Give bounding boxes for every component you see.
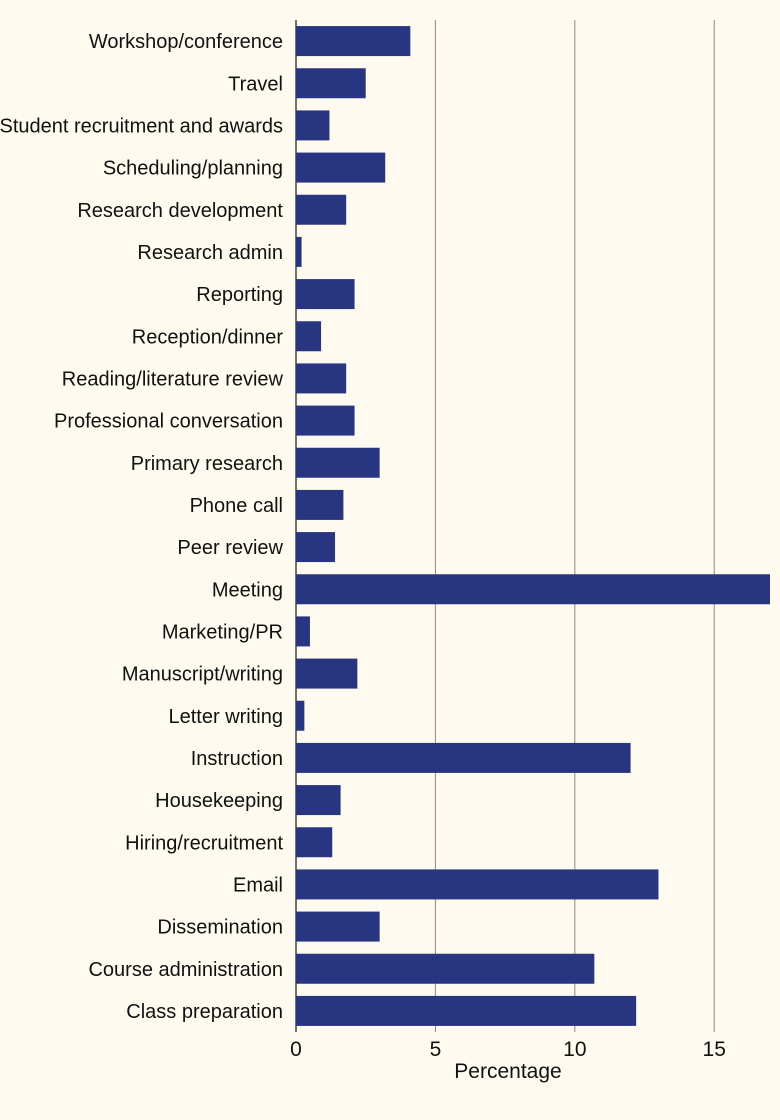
bar — [296, 785, 341, 816]
category-label: Reception/dinner — [132, 326, 284, 348]
bar — [296, 68, 366, 99]
bar — [296, 869, 659, 900]
bar — [296, 152, 386, 183]
category-label: Scheduling/planning — [103, 158, 283, 180]
bar — [296, 911, 380, 942]
category-label: Reading/literature review — [62, 368, 284, 390]
x-tick-label: 5 — [430, 1038, 442, 1061]
bar — [296, 405, 355, 436]
bar — [296, 194, 347, 225]
bar — [296, 363, 347, 394]
category-label: Housekeeping — [155, 790, 283, 812]
category-label: Dissemination — [157, 917, 283, 939]
bar — [296, 574, 770, 605]
category-label: Research admin — [137, 242, 283, 264]
bar — [296, 995, 637, 1026]
category-label: Letter writing — [169, 706, 284, 728]
category-label: Peer review — [177, 537, 283, 559]
bar — [296, 110, 330, 141]
category-labels: Workshop/conference Travel Student recruit… — [0, 31, 284, 1023]
category-label: Student recruitment and awards — [0, 115, 283, 137]
gridlines — [295, 20, 715, 1032]
category-label: Manuscript/writing — [122, 664, 283, 686]
category-label: Email — [233, 874, 283, 896]
category-label: Course administration — [88, 959, 283, 981]
bar — [296, 532, 336, 563]
category-label: Workshop/conference — [89, 31, 283, 53]
bar — [296, 700, 305, 731]
bar — [296, 616, 310, 647]
category-label: Reporting — [196, 284, 283, 306]
bar — [296, 279, 355, 310]
x-tick-label: 10 — [563, 1038, 586, 1061]
x-tick-label: 0 — [290, 1038, 302, 1061]
category-label: Instruction — [191, 748, 283, 770]
bars-group — [296, 26, 770, 1026]
category-label: Hiring/recruitment — [125, 832, 283, 854]
x-tick-label: 15 — [703, 1038, 726, 1061]
bar — [296, 658, 358, 689]
category-label: Professional conversation — [54, 411, 283, 433]
bar — [296, 953, 595, 984]
category-label: Meeting — [212, 579, 283, 601]
x-axis-title: Percentage — [454, 1060, 561, 1083]
bar — [296, 26, 411, 57]
category-label: Primary research — [131, 453, 283, 475]
category-label: Class preparation — [126, 1001, 283, 1023]
category-label: Marketing/PR — [162, 621, 283, 643]
bar — [296, 489, 344, 520]
category-label: Research development — [77, 200, 283, 222]
category-label: Travel — [228, 73, 283, 95]
x-tick-labels: 0 5 10 15 — [290, 1038, 726, 1061]
bar — [296, 447, 380, 478]
bar — [296, 236, 302, 267]
bar — [296, 742, 631, 773]
bar — [296, 321, 322, 352]
bar — [296, 827, 333, 858]
category-label: Phone call — [190, 495, 283, 517]
